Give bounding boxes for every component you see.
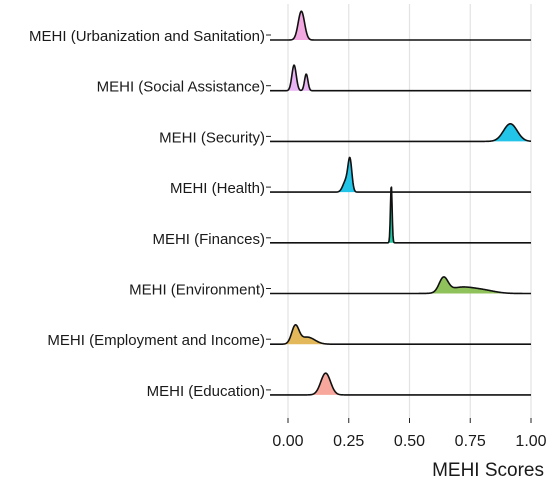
row-label-2: MEHI (Security) <box>159 129 265 146</box>
ridges <box>269 10 532 396</box>
ridge-1 <box>269 64 532 92</box>
ridge-6 <box>269 323 532 345</box>
ridge-outline-0 <box>269 10 532 41</box>
ridge-4 <box>269 186 532 244</box>
ridge-fill-0 <box>270 11 531 40</box>
row-labels: MEHI (Urbanization and Sanitation) MEHI (… <box>29 28 271 400</box>
ridge-fill-3 <box>270 157 531 193</box>
ridge-7 <box>269 372 532 396</box>
x-axis-ticks: 0.00 0.25 0.50 0.75 1.00 <box>272 418 547 450</box>
ridge-fill-5 <box>270 276 531 294</box>
ridge-outline-2 <box>269 123 532 143</box>
ridge-3 <box>269 156 532 193</box>
row-label-7: MEHI (Education) <box>147 383 265 400</box>
ridge-outline-6 <box>269 323 532 345</box>
ridge-outline-1 <box>269 64 532 92</box>
ridge-outline-3 <box>269 156 532 193</box>
ridge-fill-2 <box>270 123 531 142</box>
x-tick-label-2: 0.50 <box>394 433 425 450</box>
ridge-2 <box>269 123 532 143</box>
ridge-5 <box>269 276 532 295</box>
row-label-4: MEHI (Finances) <box>152 231 265 248</box>
ridge-fill-7 <box>270 373 531 395</box>
ridge-fill-1 <box>270 65 531 91</box>
row-label-3: MEHI (Health) <box>170 180 265 197</box>
x-tick-label-0: 0.00 <box>272 433 303 450</box>
x-tick-label-1: 0.25 <box>333 433 364 450</box>
ridge-outline-4 <box>269 186 532 244</box>
row-label-5: MEHI (Environment) <box>129 282 265 299</box>
row-label-6: MEHI (Employment and Income) <box>47 332 265 349</box>
ridge-outline-5 <box>269 276 532 295</box>
ridge-fill-6 <box>270 324 531 345</box>
row-label-0: MEHI (Urbanization and Sanitation) <box>29 28 265 45</box>
ridge-outline-7 <box>269 372 532 396</box>
x-tick-label-3: 0.75 <box>455 433 486 450</box>
x-axis-title: MEHI Scores <box>432 460 544 481</box>
row-label-1: MEHI (Social Assistance) <box>97 79 265 96</box>
grid-lines <box>287 4 532 418</box>
ridge-0 <box>269 10 532 41</box>
x-tick-label-4: 1.00 <box>515 433 546 450</box>
ridge-fill-4 <box>270 187 531 243</box>
